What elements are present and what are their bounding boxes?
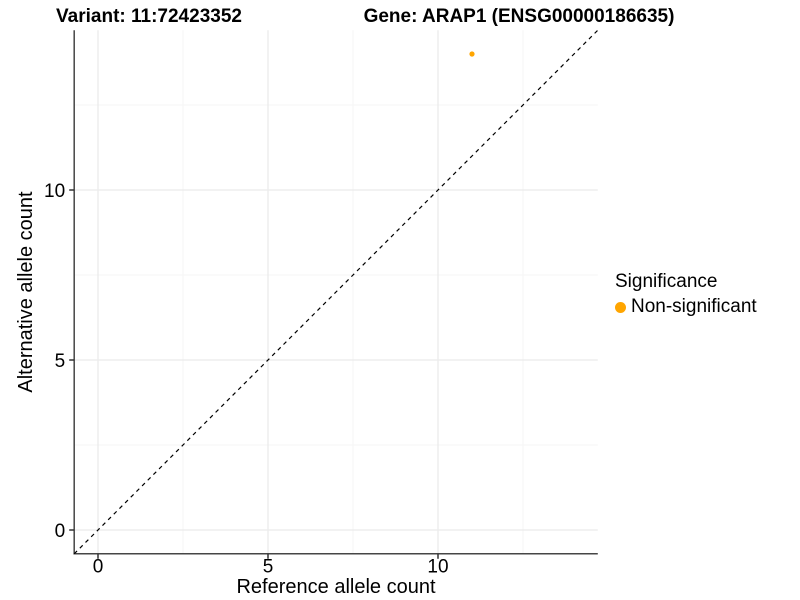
- x-axis-label: Reference allele count: [236, 576, 436, 598]
- y-tick-label: 5: [55, 351, 66, 372]
- legend-item: Non-significant: [615, 296, 757, 319]
- y-axis-label: Alternative allele count: [15, 191, 37, 393]
- title-gene: Gene: ARAP1 (ENSG00000186635): [363, 6, 675, 27]
- x-tick-label: 0: [93, 556, 104, 577]
- x-tick-label: 10: [427, 556, 448, 577]
- data-point: [469, 51, 475, 57]
- x-tick-label: 5: [263, 556, 274, 577]
- title-variant: Variant: 11:72423352: [56, 6, 242, 27]
- y-tick-label: 10: [44, 181, 65, 202]
- legend-title: Significance: [615, 271, 718, 292]
- identity-line: [73, 29, 599, 555]
- legend: Significance Non-significant: [615, 271, 757, 319]
- legend-point-swatch: [615, 301, 626, 313]
- legend-item-label: Non-significant: [631, 295, 757, 317]
- y-tick-label: 0: [55, 521, 66, 542]
